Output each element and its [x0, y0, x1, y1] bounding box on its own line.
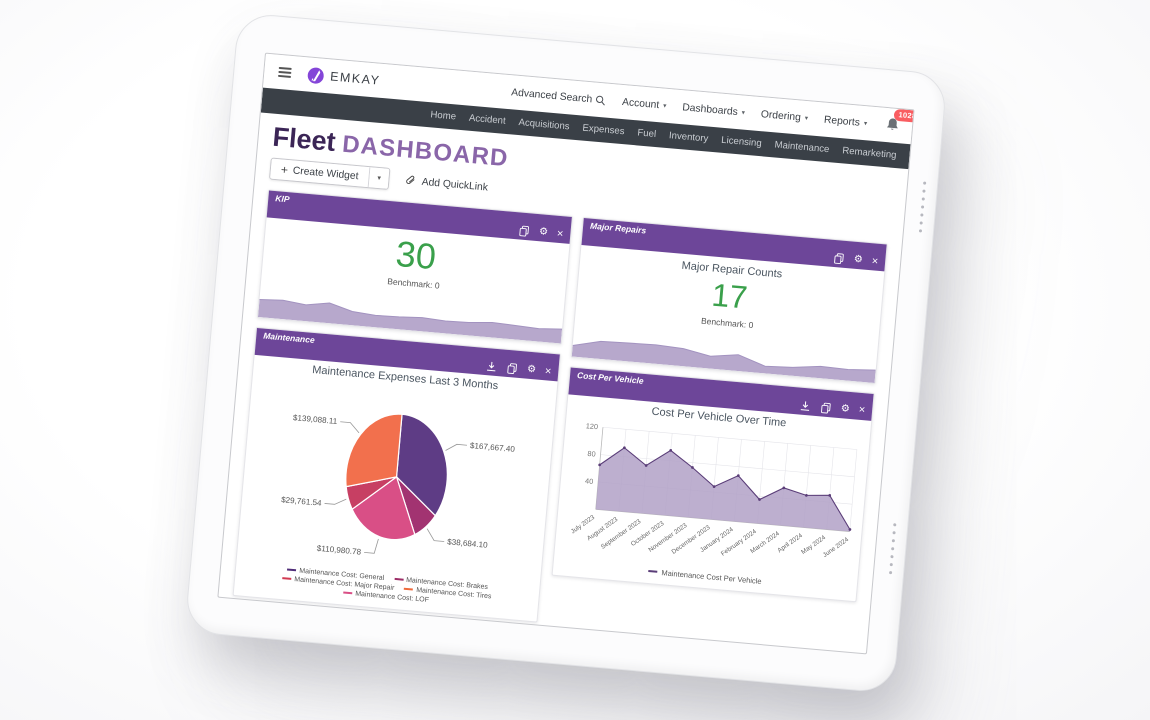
svg-text:80: 80 [587, 449, 596, 459]
speaker-holes-bottom [888, 523, 897, 575]
create-widget-button[interactable]: + Create Widget [270, 158, 371, 188]
chevron-down-icon: ▾ [662, 102, 667, 110]
widget-kip: KIP ⚙ × 30 Benchmark: 0 [256, 189, 573, 345]
add-quicklink-button[interactable]: Add QuickLink [404, 174, 488, 193]
close-icon[interactable]: × [544, 365, 552, 378]
page-title-primary: Fleet [271, 121, 337, 158]
legend-swatch [648, 570, 658, 574]
brand-name: EMKAY [329, 69, 381, 88]
svg-text:$110,980.78: $110,980.78 [316, 544, 362, 557]
nav-maintenance[interactable]: Maintenance [774, 139, 830, 156]
nav-acquisitions[interactable]: Acquisitions [518, 117, 571, 133]
create-widget-split-button: + Create Widget ▾ [268, 157, 391, 190]
add-quicklink-label: Add QuickLink [421, 176, 489, 194]
widget-cost-per-vehicle-header: Cost Per Vehicle ⚙ × [568, 367, 874, 421]
copy-icon[interactable] [518, 224, 531, 237]
notification-badge: 1028 [893, 108, 915, 123]
bell-icon [886, 118, 898, 130]
legend-swatch [282, 577, 292, 581]
dashboard-content: Fleet DASHBOARD + Create Widget ▾ [219, 112, 909, 651]
svg-text:$38,684.10: $38,684.10 [447, 538, 489, 551]
nav-account-label: Account [621, 96, 660, 111]
nav-dashboards-label: Dashboards [681, 101, 739, 118]
chevron-down-icon: ▾ [741, 109, 746, 117]
nav-advanced-search-label: Advanced Search [510, 86, 593, 105]
menu-icon[interactable] [276, 65, 294, 80]
nav-licensing[interactable]: Licensing [720, 134, 763, 150]
tablet-screen: EMKAY Advanced Search Account ▾ Dashboar… [217, 52, 915, 655]
svg-text:40: 40 [585, 476, 594, 486]
nav-home[interactable]: Home [430, 109, 457, 123]
paperclip-icon [406, 175, 415, 185]
widget-major-repairs-header: Major Repairs ⚙ × [581, 218, 887, 272]
legend-swatch [343, 591, 353, 595]
widget-kip-header: KIP ⚙ × [266, 190, 572, 244]
svg-text:$139,088.11: $139,088.11 [293, 413, 339, 426]
nav-ordering-label: Ordering [760, 108, 802, 124]
nav-dashboards[interactable]: Dashboards ▾ [682, 102, 746, 118]
chevron-down-icon: ▾ [863, 120, 868, 128]
dashboard-actions: + Create Widget ▾ Add QuickLink [268, 157, 891, 234]
maintenance-pie-chart: $167,667.40 $38,684.10 $110,980.78 $29,761.… [281, 413, 516, 557]
nav-ordering[interactable]: Ordering ▾ [760, 109, 808, 124]
brand-logo[interactable]: EMKAY [307, 66, 382, 89]
close-icon[interactable]: × [858, 404, 866, 417]
plus-icon: + [280, 162, 289, 178]
legend-swatch [404, 588, 414, 591]
nav-reports-label: Reports [823, 114, 861, 129]
major-repairs-sparkline-chart [571, 340, 876, 383]
download-icon[interactable] [798, 399, 811, 412]
emkay-logo-icon [307, 67, 324, 84]
gear-icon[interactable]: ⚙ [526, 363, 537, 376]
copy-icon[interactable] [832, 252, 845, 265]
close-icon[interactable]: × [871, 254, 879, 268]
widget-maintenance-header: Maintenance ⚙ × [254, 328, 560, 382]
nav-advanced-search[interactable]: Advanced Search [511, 87, 607, 106]
close-icon[interactable]: × [556, 227, 564, 240]
copy-icon[interactable] [819, 401, 832, 414]
nav-accident[interactable]: Accident [468, 112, 507, 127]
widget-column-right: Major Repairs ⚙ × Major Repair Counts 17 [547, 216, 888, 650]
create-widget-label: Create Widget [292, 165, 359, 182]
widget-major-repairs: Major Repairs ⚙ × Major Repair Counts 17 [570, 216, 888, 384]
gear-icon[interactable]: ⚙ [840, 403, 851, 415]
notifications-button[interactable]: 1028 [884, 108, 915, 135]
svg-text:$29,761.54: $29,761.54 [281, 496, 323, 509]
nav-remarketing[interactable]: Remarketing [841, 145, 897, 162]
top-app-bar: EMKAY Advanced Search Account ▾ Dashboar… [262, 53, 915, 145]
svg-text:$167,667.40: $167,667.40 [470, 441, 516, 454]
widget-cost-per-vehicle: Cost Per Vehicle ⚙ × Cost Per Vehicle Ov… [551, 366, 875, 603]
gear-icon[interactable]: ⚙ [853, 253, 864, 266]
download-icon[interactable] [485, 360, 498, 373]
widget-major-repairs-title: Major Repairs [589, 220, 647, 236]
chevron-down-icon: ▾ [804, 114, 809, 123]
nav-fuel[interactable]: Fuel [636, 127, 657, 140]
copy-icon[interactable] [506, 362, 519, 375]
widget-cost-per-vehicle-title: Cost Per Vehicle [576, 369, 645, 386]
kip-sparkline-chart [257, 299, 563, 344]
tablet-device: EMKAY Advanced Search Account ▾ Dashboar… [184, 12, 948, 694]
svg-text:120: 120 [585, 421, 598, 431]
legend-swatch [287, 568, 297, 572]
widget-grid: KIP ⚙ × 30 Benchmark: 0 [232, 189, 888, 650]
search-icon [596, 95, 605, 105]
nav-expenses[interactable]: Expenses [582, 122, 625, 138]
widget-kip-title: KIP [274, 193, 290, 205]
legend-swatch [394, 578, 404, 581]
main-nav: Advanced Search Account ▾ Dashboards ▾ O… [510, 83, 915, 136]
widget-maintenance-title: Maintenance [262, 330, 316, 346]
create-widget-dropdown[interactable]: ▾ [368, 167, 390, 189]
nav-reports[interactable]: Reports ▾ [824, 114, 868, 129]
speaker-holes-top [918, 181, 927, 233]
widget-column-left: KIP ⚙ × 30 Benchmark: 0 [232, 189, 573, 623]
widget-maintenance: Maintenance ⚙ × Maintenance Expenses Las… [232, 327, 561, 623]
nav-account[interactable]: Account ▾ [622, 96, 667, 111]
nav-inventory[interactable]: Inventory [668, 130, 709, 145]
gear-icon[interactable]: ⚙ [538, 226, 549, 238]
